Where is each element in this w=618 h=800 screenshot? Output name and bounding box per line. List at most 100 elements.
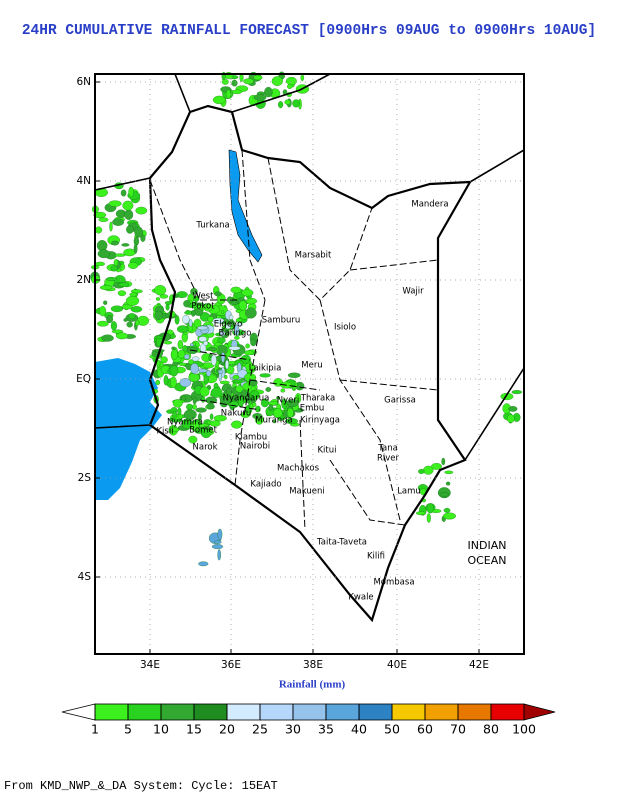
rain-patch xyxy=(183,300,191,308)
rain-patch xyxy=(122,200,134,211)
rain-patch xyxy=(273,408,283,418)
title: 24HR CUMULATIVE RAINFALL FORECAST [0900H… xyxy=(22,23,596,39)
rain-patch xyxy=(160,356,168,364)
rain-patch xyxy=(217,369,224,375)
rain-patch xyxy=(268,404,274,411)
lat-label: 6N xyxy=(76,76,91,88)
rain-patch xyxy=(213,415,227,422)
rain-patch xyxy=(217,528,223,541)
rain-patch xyxy=(285,76,297,86)
colorbar-tick-label: 60 xyxy=(417,722,433,737)
lat-label: 4S xyxy=(78,571,92,583)
rain-patch xyxy=(252,402,257,408)
place-label: Nyamira xyxy=(167,418,203,428)
colorbar-tick-label: 35 xyxy=(318,722,334,737)
rain-patch xyxy=(210,354,217,366)
rain-patch xyxy=(189,343,194,347)
place-label: West xyxy=(193,292,215,302)
colorbar-segment xyxy=(94,703,129,721)
colorbar-segment xyxy=(325,703,360,721)
rain-patch xyxy=(231,420,243,429)
rain-patch xyxy=(214,291,222,297)
colorbar-segment xyxy=(259,703,294,721)
colorbar-segment xyxy=(127,703,162,721)
rain-patch xyxy=(245,297,258,305)
rain-patch xyxy=(195,407,207,413)
rain-patch xyxy=(197,413,202,421)
lat-label: 4N xyxy=(76,175,91,187)
rain-patch xyxy=(441,457,446,466)
rain-patch xyxy=(183,354,190,360)
rain-patch xyxy=(210,387,223,398)
colorbar-tick-label: 15 xyxy=(186,722,202,737)
rain-patch xyxy=(443,508,451,513)
colorbar-tick-label: 70 xyxy=(450,722,466,737)
place-label: Kwale xyxy=(348,593,373,603)
rain-patch xyxy=(209,413,214,420)
rain-patch xyxy=(198,561,209,567)
rain-patch xyxy=(134,226,144,238)
place-label: Baringo xyxy=(219,329,252,339)
rain-patch xyxy=(193,295,200,302)
rain-patch xyxy=(188,319,193,328)
ocean-label: INDIAN xyxy=(468,539,507,552)
place-label: Turkana xyxy=(195,221,229,231)
place-label: Nyeri xyxy=(277,396,299,406)
rain-patch xyxy=(117,290,127,297)
place-label: Laikipia xyxy=(249,364,282,374)
rain-patch xyxy=(208,429,214,435)
map-frame xyxy=(94,73,525,655)
place-label: Machakos xyxy=(277,464,320,474)
rain-patch xyxy=(97,249,110,259)
colorbar-tick-label: 30 xyxy=(285,722,301,737)
rain-patch xyxy=(190,421,200,432)
colorbar-tick-label: 50 xyxy=(384,722,400,737)
rain-patch xyxy=(250,338,257,347)
rain-patch xyxy=(230,286,242,294)
rain-patch xyxy=(234,335,240,340)
rain-patch xyxy=(111,240,119,246)
lon-label: 40E xyxy=(387,659,407,671)
rain-patch xyxy=(292,99,300,108)
rain-patch xyxy=(106,315,114,324)
rain-patch xyxy=(110,305,124,313)
rain-patch xyxy=(177,413,184,420)
rain-patch xyxy=(426,513,431,523)
colorbar-tick-label: 1 xyxy=(91,722,99,737)
place-label: Kisii xyxy=(156,427,173,437)
lon-label: 42E xyxy=(469,659,489,671)
rain-patch xyxy=(231,379,245,384)
rain-patch xyxy=(206,403,215,410)
rain-patch xyxy=(124,209,134,220)
rain-patch xyxy=(212,95,226,105)
rain-patch xyxy=(176,325,189,333)
rain-patch xyxy=(154,310,163,321)
footer: From KMD_NWP_&_DA System: Cycle: 15EAT xyxy=(4,779,278,793)
rain-patch xyxy=(284,99,291,105)
rain-patch xyxy=(260,398,269,408)
rain-patch xyxy=(199,386,210,397)
rain-patch xyxy=(99,285,113,290)
rain-patch xyxy=(240,411,251,418)
rain-patch xyxy=(159,294,169,299)
colorbar-segment xyxy=(292,703,327,721)
rain-patch xyxy=(190,363,199,374)
lon-label: 34E xyxy=(140,659,160,671)
rain-patch xyxy=(219,380,230,385)
rain-patch xyxy=(252,413,263,420)
place-label: Bomet xyxy=(189,426,218,436)
rain-patch xyxy=(170,349,178,360)
rain-patch xyxy=(217,337,226,344)
rain-patch xyxy=(115,332,129,340)
national-borders xyxy=(94,73,525,461)
rain-patch xyxy=(271,76,283,86)
rain-patch xyxy=(192,396,197,405)
rain-patch xyxy=(219,330,226,337)
rain-patch xyxy=(97,320,109,327)
colorbar-tick-label: 100 xyxy=(512,722,536,737)
rain-patch xyxy=(236,322,243,327)
colorbar-tick-label: 10 xyxy=(153,722,169,737)
rain-patch xyxy=(214,540,222,544)
colorbar-segment xyxy=(226,703,261,721)
